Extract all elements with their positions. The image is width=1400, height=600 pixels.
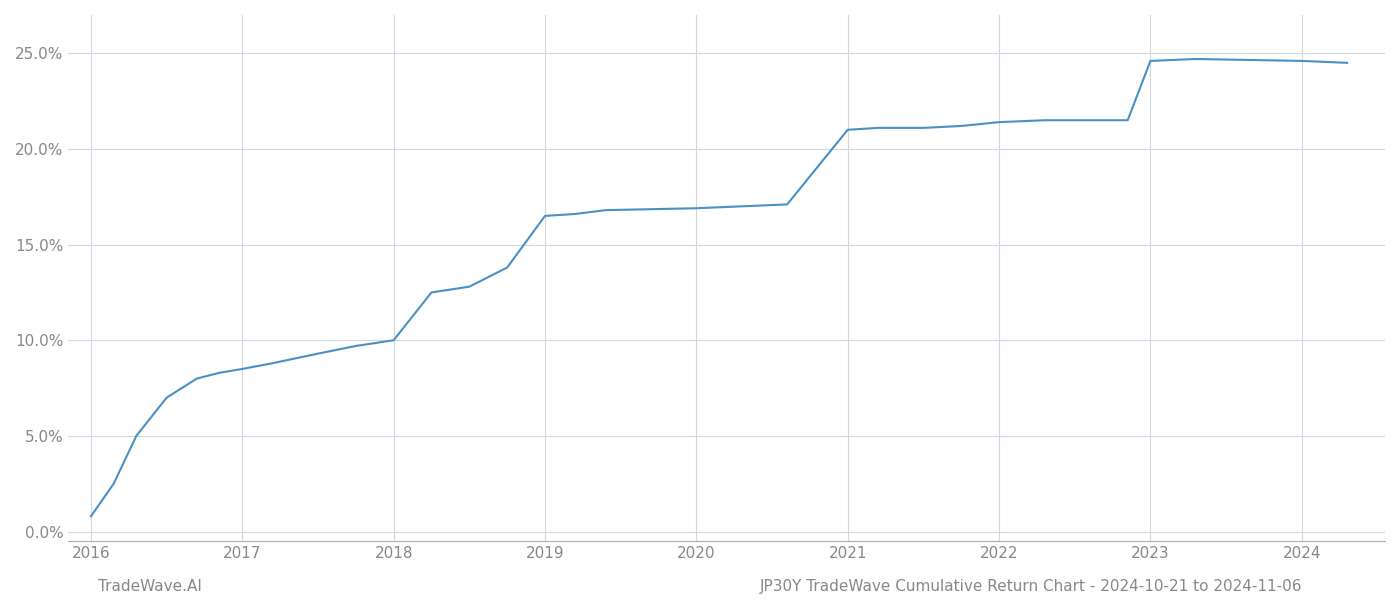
Text: JP30Y TradeWave Cumulative Return Chart - 2024-10-21 to 2024-11-06: JP30Y TradeWave Cumulative Return Chart … [759, 579, 1302, 594]
Text: TradeWave.AI: TradeWave.AI [98, 579, 202, 594]
